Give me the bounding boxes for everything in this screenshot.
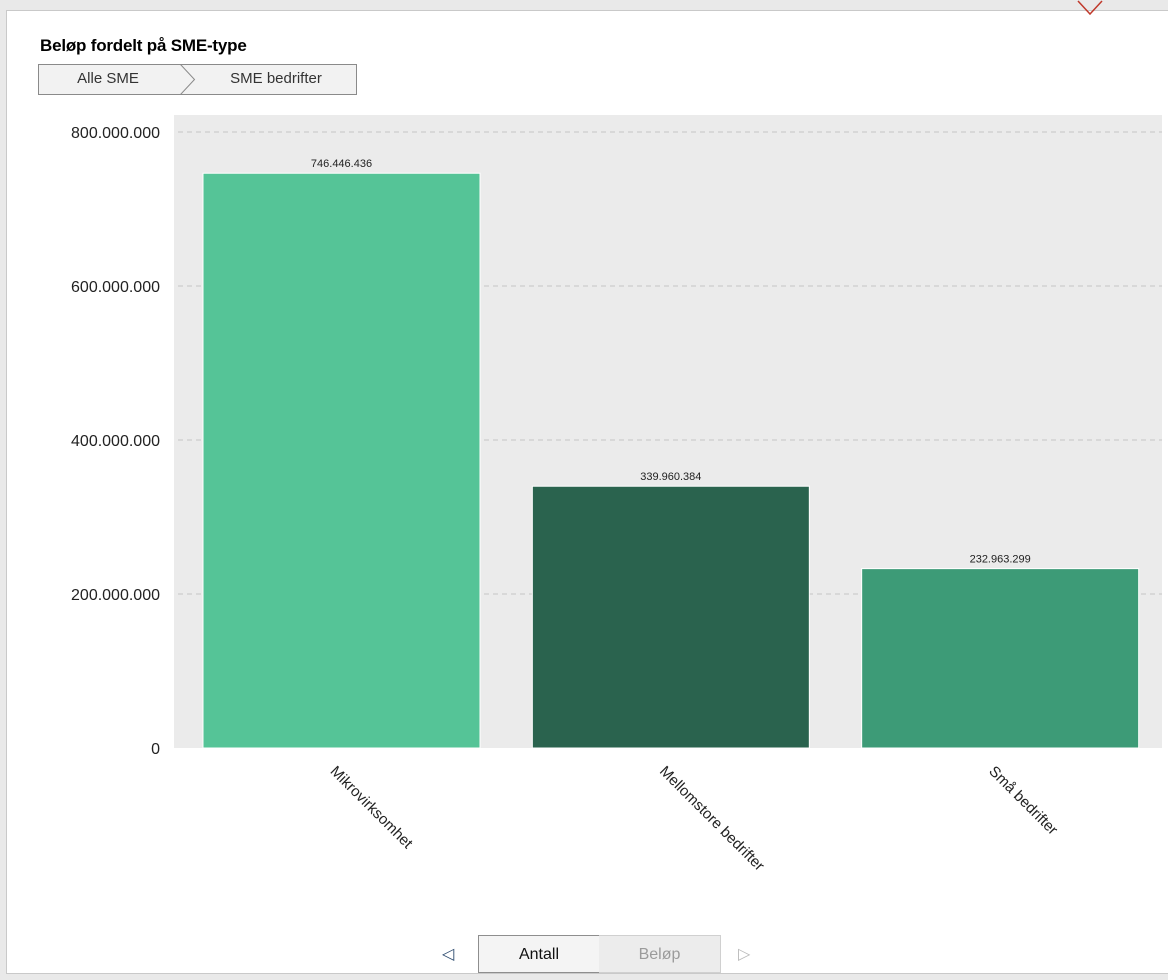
x-tick-label: Mellomstore bedrifter (656, 763, 768, 875)
tab-belop[interactable]: Beløp (599, 935, 721, 973)
breadcrumb-item-alle-sme[interactable]: Alle SME (77, 70, 139, 87)
triangle-right-icon[interactable]: ▷ (738, 946, 751, 963)
breadcrumb-item-sme-bedrifter[interactable]: SME bedrifter (230, 70, 322, 87)
chart-title: Beløp fordelt på SME-type (40, 36, 247, 55)
pager: ◁ Antall Beløp ▷ (432, 935, 762, 975)
bar (531, 485, 810, 749)
bar (202, 172, 481, 749)
corner-marker-icon (1077, 0, 1103, 16)
triangle-left-icon[interactable]: ◁ (442, 946, 455, 963)
breadcrumb-shapes (38, 64, 357, 95)
x-tick-label: Små bedrifter (985, 763, 1061, 839)
y-tick-label: 0 (151, 741, 160, 758)
y-tick-label: 600.000.000 (71, 279, 160, 296)
data-label: 232.963.299 (970, 554, 1031, 566)
y-tick-label: 200.000.000 (71, 587, 160, 604)
y-tick-label: 400.000.000 (71, 433, 160, 450)
bar (861, 568, 1140, 749)
breadcrumb: Alle SME SME bedrifter (36, 62, 360, 98)
tab-antall[interactable]: Antall (478, 935, 600, 973)
y-tick-label: 800.000.000 (71, 125, 160, 142)
x-tick-label: Mikrovirksomhet (327, 763, 417, 853)
data-label: 746.446.436 (311, 158, 372, 170)
data-label: 339.960.384 (640, 471, 701, 483)
